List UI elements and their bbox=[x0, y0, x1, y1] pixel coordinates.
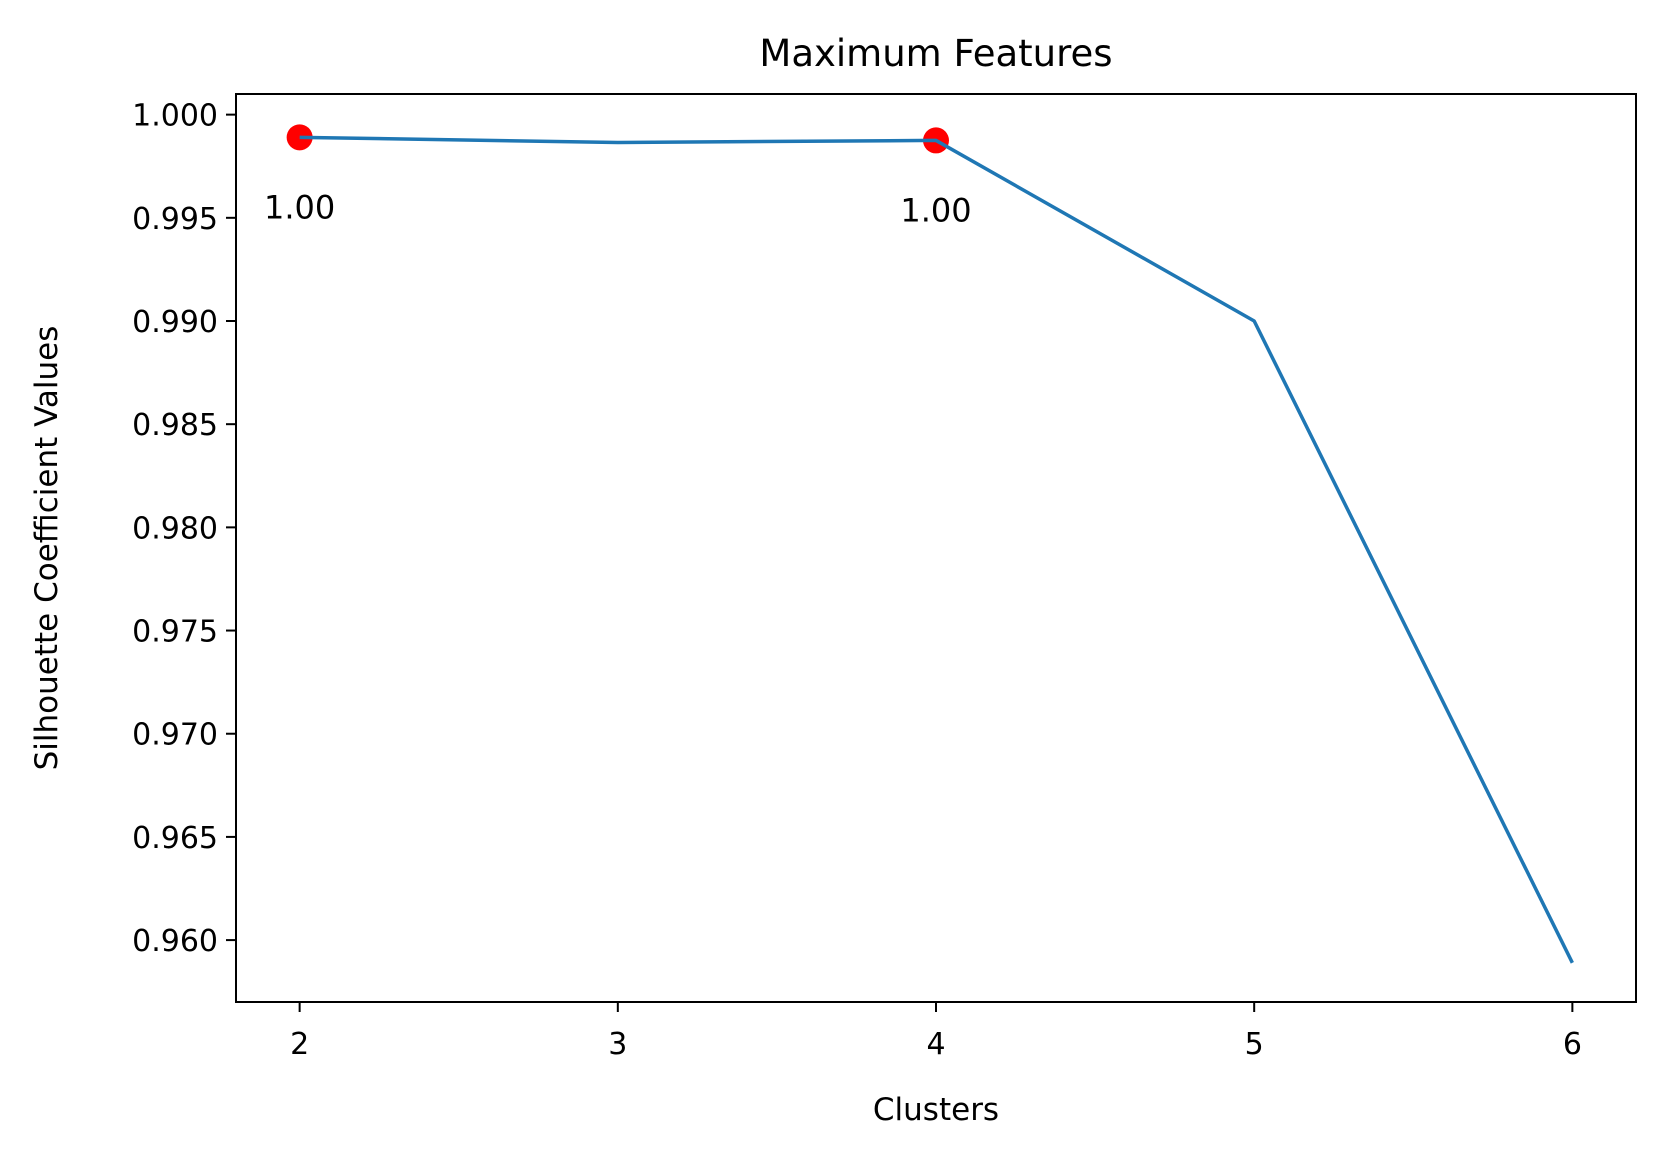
x-tick-label: 5 bbox=[1245, 1027, 1264, 1062]
y-tick-label: 0.985 bbox=[132, 408, 218, 443]
data-label: 1.00 bbox=[264, 188, 335, 226]
x-tick-label: 4 bbox=[926, 1027, 945, 1062]
y-tick-label: 1.000 bbox=[132, 99, 218, 134]
series-line bbox=[299, 135, 1574, 964]
data-label: 1.00 bbox=[900, 191, 971, 229]
x-tick-label: 3 bbox=[608, 1027, 627, 1062]
y-tick-label: 0.980 bbox=[132, 511, 218, 546]
y-tick-label: 0.965 bbox=[132, 821, 218, 856]
x-tick-label: 2 bbox=[290, 1027, 309, 1062]
y-axis-title: Silhouette Coefficient Values bbox=[29, 326, 65, 771]
x-axis-title: Clusters bbox=[873, 1092, 999, 1128]
y-tick-label: 0.995 bbox=[132, 202, 218, 237]
plot-area: 2 3 4 5 6 0.960 0.965 0.970 0.975 0.980 0.985 0.990… bbox=[132, 99, 1582, 1062]
x-tick-label: 6 bbox=[1563, 1027, 1582, 1062]
axes-frame bbox=[235, 93, 1637, 1003]
y-tick-label: 0.960 bbox=[132, 924, 218, 959]
y-tick-label: 0.970 bbox=[132, 718, 218, 753]
y-tick-label: 0.990 bbox=[132, 305, 218, 340]
chart-title: Maximum Features bbox=[759, 32, 1112, 75]
y-tick-label: 0.975 bbox=[132, 615, 218, 650]
